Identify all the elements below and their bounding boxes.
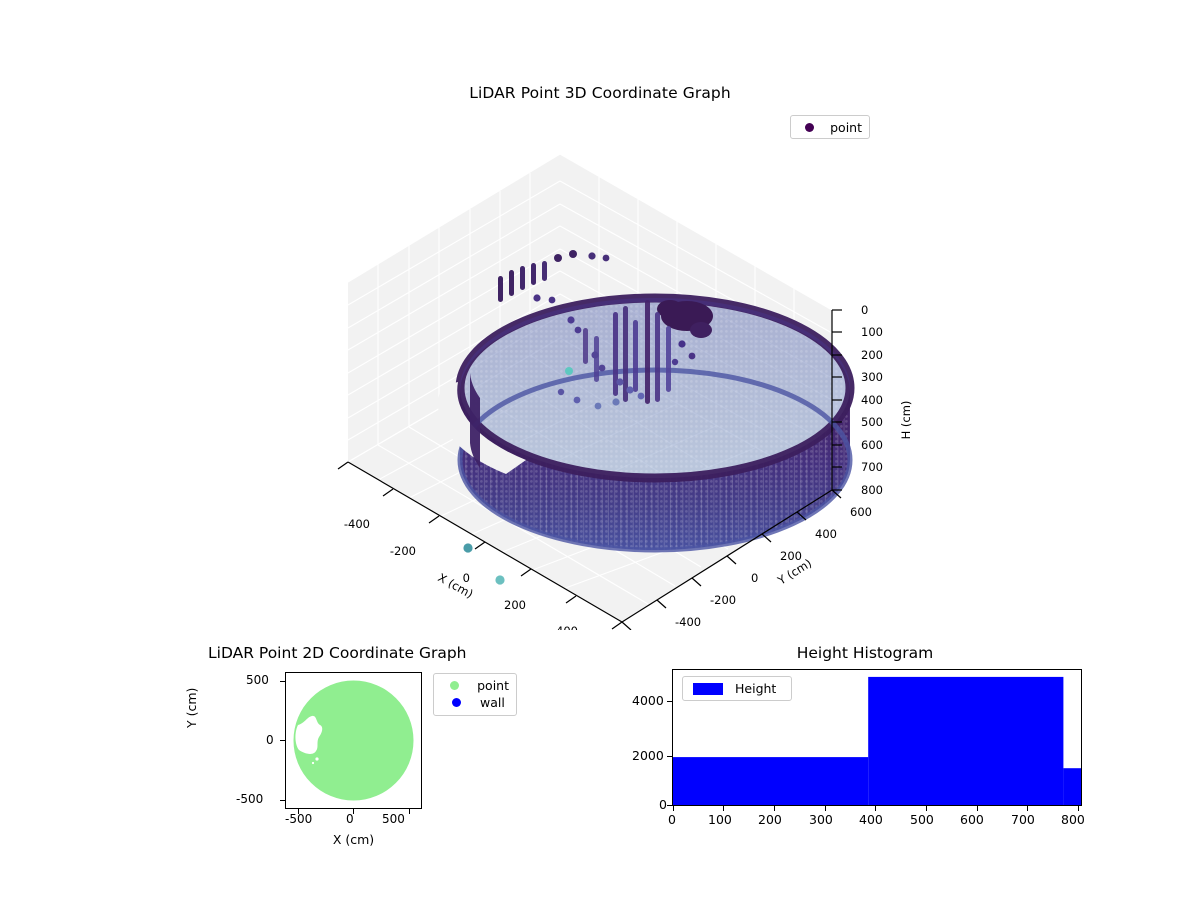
- z-tick-label: 200: [861, 348, 883, 362]
- tick-mark: [977, 806, 979, 811]
- plot2d-y-tick: 500: [246, 673, 269, 687]
- tick-mark: [1078, 806, 1080, 811]
- z-tick-label: 500: [861, 415, 883, 429]
- z-tick-label: 700: [861, 460, 883, 474]
- x-tick-label: 200: [504, 598, 526, 612]
- x-tick-label: -200: [390, 544, 416, 558]
- tick-mark: [353, 809, 355, 814]
- histogram-x-tick: 700: [1011, 812, 1035, 827]
- z-axis-ticks-3d: 0 100 200 300 400 500 600 700 800 H (cm): [832, 303, 913, 497]
- point-cloud-cylinder: [437, 293, 855, 553]
- plot2d-y-tick: -500: [236, 792, 264, 806]
- legend-entry-height: Height: [690, 680, 784, 697]
- tick-mark: [667, 755, 672, 757]
- y-tick-label: 400: [815, 527, 837, 541]
- x-tick-label: -400: [344, 517, 370, 531]
- plot2d-axes[interactable]: [285, 672, 422, 809]
- tick-mark: [875, 806, 877, 811]
- tick-mark: [1027, 806, 1029, 811]
- legend-label: Height: [735, 681, 777, 696]
- histogram-x-tick: 500: [910, 812, 934, 827]
- plot2d-y-axis-label: Y (cm): [184, 687, 199, 728]
- z-tick-label: 600: [861, 438, 883, 452]
- legend-entry-point: point: [798, 119, 862, 136]
- circle-marker-icon: [798, 123, 821, 132]
- circle-marker-icon: [441, 698, 471, 707]
- plot3d-axes[interactable]: -600 -400 -200 0 200 400 600 X (cm): [330, 130, 920, 630]
- plot2d-title: LiDAR Point 2D Coordinate Graph: [208, 644, 467, 662]
- histogram-x-tick: 100: [708, 812, 732, 827]
- histogram-y-tick: 4000: [632, 693, 664, 708]
- tick-mark: [298, 809, 300, 814]
- tick-mark: [280, 740, 285, 742]
- histogram-panel: Height Histogram 4000 2000 0 0 100: [630, 640, 1100, 870]
- x-tick-label: 400: [556, 624, 578, 630]
- teal-outlier: [495, 575, 505, 585]
- y-tick-label: 200: [780, 549, 802, 563]
- interior-returns: [463, 250, 713, 585]
- wall-gap: [437, 382, 526, 474]
- histogram-x-tick: 300: [809, 812, 833, 827]
- tick-mark: [926, 806, 928, 811]
- plot2d-x-axis-label: X (cm): [332, 832, 375, 847]
- z-tick-label: 0: [861, 303, 868, 317]
- plot3d-title: LiDAR Point 3D Coordinate Graph: [469, 84, 731, 102]
- scatter-gap-small: [294, 695, 305, 704]
- plot2d-panel: LiDAR Point 2D Coordinate Graph 500 0 -5…: [184, 640, 550, 870]
- z-tick-label: 300: [861, 370, 883, 384]
- x-tick-label: 0: [463, 571, 470, 585]
- y-tick-label: 600: [850, 505, 872, 519]
- tick-mark: [825, 806, 827, 811]
- histogram-axes[interactable]: [672, 669, 1082, 806]
- histogram-legend: Height: [682, 676, 792, 701]
- histogram-y-tick: 0: [659, 797, 667, 812]
- legend-label: point: [830, 120, 862, 135]
- histogram-x-tick: 600: [960, 812, 984, 827]
- histogram-y-tick: 2000: [632, 748, 664, 763]
- plot2d-legend: point wall: [433, 673, 517, 716]
- legend-entry-wall: wall: [441, 694, 509, 711]
- bar-marker-icon: [690, 682, 726, 695]
- plot2d-x-tick: 500: [382, 812, 405, 826]
- plot2d-y-tick: 0: [266, 733, 274, 747]
- histogram-x-tick: 400: [859, 812, 883, 827]
- histogram-x-tick: 0: [668, 812, 676, 827]
- tick-mark: [672, 806, 674, 811]
- legend-label: point: [477, 678, 509, 693]
- legend-label: wall: [480, 695, 505, 710]
- scatter-gap: [295, 715, 323, 754]
- z-tick-label: 800: [861, 483, 883, 497]
- tick-mark: [409, 809, 411, 814]
- circle-marker-icon: [441, 681, 468, 690]
- plot2d-x-tick: -500: [285, 812, 313, 826]
- tick-mark: [723, 806, 725, 811]
- point-scatter-2d: [293, 680, 414, 801]
- histogram-title: Height Histogram: [796, 644, 934, 662]
- tick-mark: [667, 700, 672, 702]
- y-tick-label: 0: [751, 571, 758, 585]
- plot3d-legend: point: [790, 115, 870, 139]
- z-tick-label: 100: [861, 325, 883, 339]
- teal-outlier: [565, 367, 573, 375]
- tick-mark: [667, 805, 672, 807]
- plot2d-x-tick: 0: [346, 812, 354, 826]
- pane-left: [348, 154, 560, 462]
- tick-mark: [774, 806, 776, 811]
- tick-mark: [280, 681, 285, 683]
- histogram-x-tick: 800: [1061, 812, 1085, 827]
- z-axis-label: H (cm): [899, 401, 913, 440]
- z-tick-label: 400: [861, 393, 883, 407]
- tick-mark: [280, 800, 285, 802]
- histogram-x-tick: 200: [758, 812, 782, 827]
- y-tick-label: -200: [710, 593, 736, 607]
- histogram-bars: [673, 676, 1081, 805]
- y-tick-label: -400: [675, 615, 701, 629]
- teal-outlier: [463, 543, 473, 553]
- legend-entry-point: point: [441, 677, 509, 694]
